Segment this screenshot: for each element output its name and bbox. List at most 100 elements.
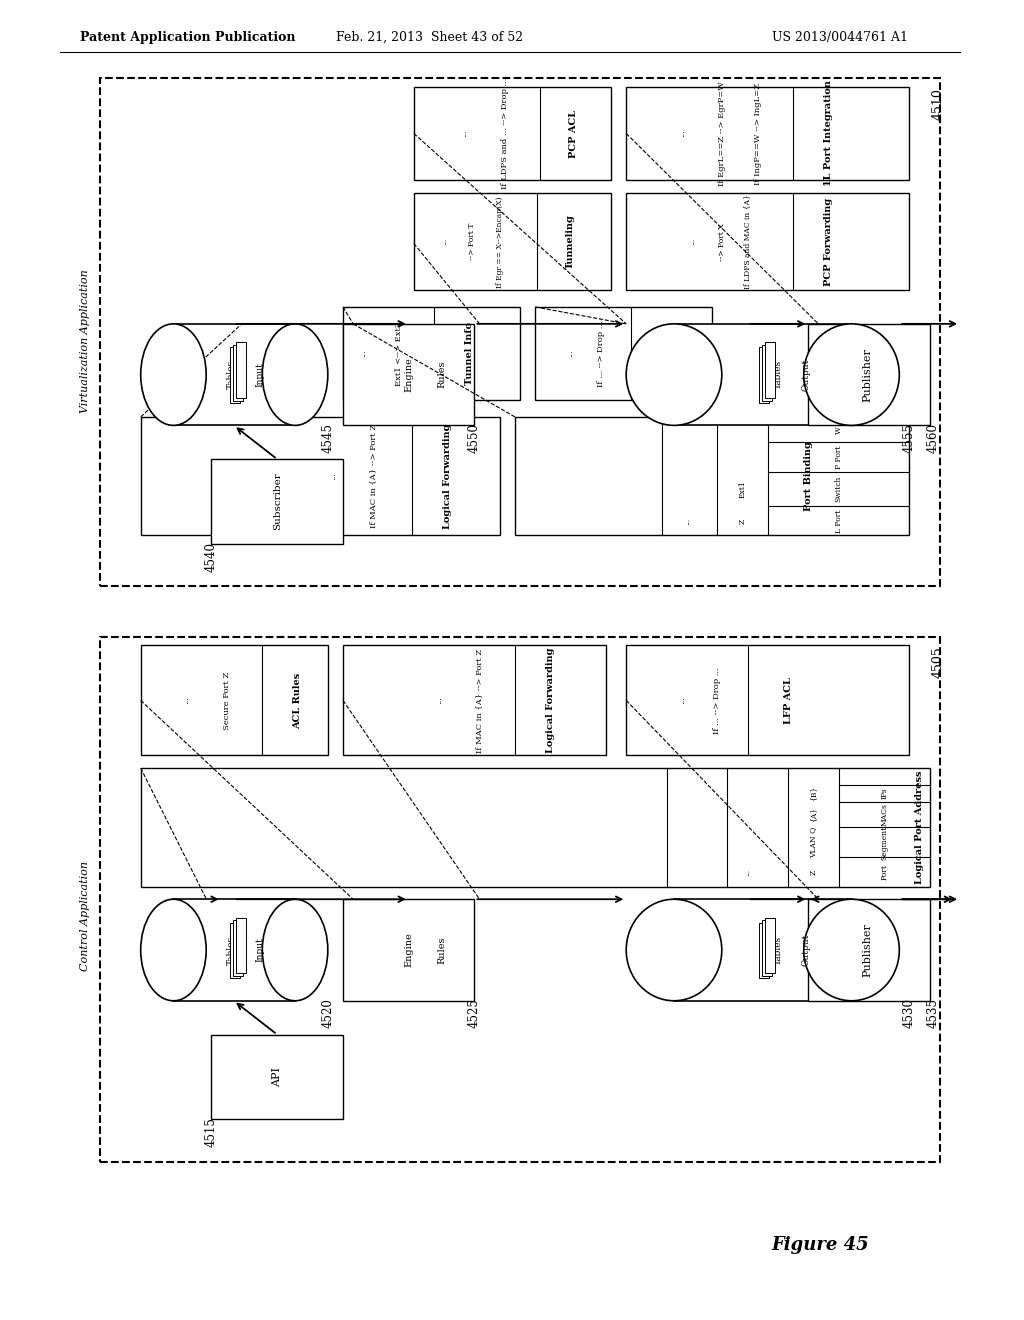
- Bar: [414, 87, 611, 180]
- Text: Publisher: Publisher: [862, 923, 872, 977]
- Text: IPs: IPs: [881, 788, 888, 800]
- Bar: [536, 308, 712, 400]
- Text: If MAC in {A} --> Port Z: If MAC in {A} --> Port Z: [475, 648, 483, 752]
- Text: 4545: 4545: [322, 424, 334, 453]
- Text: 4560: 4560: [926, 424, 939, 453]
- Text: 4520: 4520: [322, 998, 334, 1028]
- Text: US 2013/0044761 A1: US 2013/0044761 A1: [772, 30, 908, 44]
- Text: 4515: 4515: [205, 1117, 218, 1147]
- Bar: [237, 342, 246, 399]
- Ellipse shape: [627, 323, 722, 425]
- Text: If LDPS and MAC in {A}: If LDPS and MAC in {A}: [743, 194, 752, 289]
- Bar: [762, 920, 772, 975]
- Text: 4505: 4505: [931, 647, 944, 678]
- Bar: [100, 78, 940, 586]
- Ellipse shape: [262, 323, 328, 425]
- Text: Tables: Tables: [227, 360, 237, 389]
- Text: 4530: 4530: [903, 998, 915, 1028]
- Text: ...: ...: [329, 473, 337, 480]
- Text: PCP ACL: PCP ACL: [569, 110, 579, 157]
- Text: Tunneling: Tunneling: [566, 214, 575, 269]
- Text: Rules: Rules: [437, 360, 446, 388]
- Text: LFP ACL: LFP ACL: [657, 330, 666, 378]
- Text: Logical Forwarding: Logical Forwarding: [442, 424, 452, 529]
- Text: Rules: Rules: [437, 936, 446, 964]
- Text: ...: ...: [566, 350, 574, 358]
- Text: If ... --> Drop ...: If ... --> Drop ...: [597, 321, 605, 387]
- Text: If Egr == X-->Encap(X): If Egr == X-->Encap(X): [496, 195, 504, 288]
- Text: 1L Port Integration: 1L Port Integration: [824, 81, 833, 186]
- Text: ...: ...: [461, 129, 468, 137]
- Bar: [765, 917, 775, 973]
- Text: If IngP==W --> IngL=Z: If IngP==W --> IngL=Z: [754, 82, 762, 185]
- Bar: [762, 345, 772, 400]
- Text: {A}: {A}: [809, 807, 817, 822]
- Text: --> Port X: --> Port X: [718, 223, 726, 260]
- Bar: [140, 417, 500, 536]
- Bar: [414, 193, 611, 290]
- Text: L Port: L Port: [835, 510, 843, 533]
- Bar: [765, 342, 775, 399]
- Text: Z: Z: [738, 519, 746, 524]
- Ellipse shape: [627, 899, 722, 1001]
- Text: Patent Application Publication: Patent Application Publication: [80, 30, 296, 44]
- Bar: [212, 1035, 343, 1119]
- Bar: [212, 459, 343, 544]
- Text: Logical Port Address: Logical Port Address: [915, 771, 924, 884]
- Text: Input: Input: [256, 362, 264, 387]
- Bar: [237, 917, 246, 973]
- Text: Z: Z: [809, 870, 817, 875]
- Bar: [343, 899, 474, 1001]
- Bar: [100, 638, 940, 1162]
- Text: Tables: Tables: [773, 936, 782, 965]
- Text: ...: ...: [435, 697, 443, 705]
- Ellipse shape: [140, 323, 206, 425]
- Bar: [515, 417, 909, 536]
- Bar: [233, 345, 244, 400]
- Bar: [343, 323, 474, 425]
- Text: Ext1: Ext1: [738, 480, 746, 498]
- Bar: [674, 899, 852, 1001]
- Text: 4540: 4540: [205, 541, 218, 572]
- Text: ACL Rules: ACL Rules: [293, 672, 302, 729]
- Text: PCP Forwarding: PCP Forwarding: [824, 198, 833, 286]
- Bar: [230, 923, 241, 978]
- Text: VLAN Q: VLAN Q: [809, 826, 817, 858]
- Bar: [759, 923, 769, 978]
- Text: Tables: Tables: [773, 360, 782, 389]
- Text: Feb. 21, 2013  Sheet 43 of 52: Feb. 21, 2013 Sheet 43 of 52: [337, 30, 523, 44]
- Text: ...: ...: [182, 697, 190, 705]
- Text: Port: Port: [881, 865, 888, 880]
- Bar: [140, 645, 328, 755]
- Text: 4525: 4525: [468, 998, 481, 1028]
- Bar: [808, 323, 930, 425]
- Text: ...: ...: [678, 697, 686, 705]
- Text: Segment: Segment: [881, 825, 888, 859]
- Text: Tunnel Info: Tunnel Info: [465, 322, 474, 385]
- Text: W: W: [835, 425, 843, 433]
- Ellipse shape: [804, 323, 899, 425]
- Text: If EgrL==Z --> EgrP=W: If EgrL==Z --> EgrP=W: [718, 81, 726, 186]
- Bar: [343, 645, 606, 755]
- Bar: [343, 308, 520, 400]
- Text: ...: ...: [440, 238, 449, 246]
- Bar: [674, 323, 852, 425]
- Text: ...: ...: [683, 517, 691, 524]
- Bar: [759, 347, 769, 403]
- Text: Publisher: Publisher: [862, 347, 872, 401]
- Text: Virtualization Application: Virtualization Application: [80, 269, 90, 413]
- Ellipse shape: [262, 899, 328, 1001]
- Text: API: API: [272, 1067, 283, 1086]
- Text: {B}: {B}: [809, 785, 817, 801]
- Text: Tables: Tables: [227, 936, 237, 965]
- Text: If LDPS and ... --> Drop ...: If LDPS and ... --> Drop ...: [501, 78, 509, 189]
- Text: Secure Port Z: Secure Port Z: [222, 671, 230, 730]
- Text: 4550: 4550: [468, 424, 481, 453]
- Text: Port Binding: Port Binding: [804, 441, 813, 511]
- Bar: [173, 323, 295, 425]
- Text: Logical Forwarding: Logical Forwarding: [546, 648, 555, 754]
- Bar: [173, 899, 295, 1001]
- Text: ...: ...: [359, 350, 368, 358]
- Text: Engine: Engine: [404, 358, 414, 392]
- Text: Output: Output: [802, 933, 811, 966]
